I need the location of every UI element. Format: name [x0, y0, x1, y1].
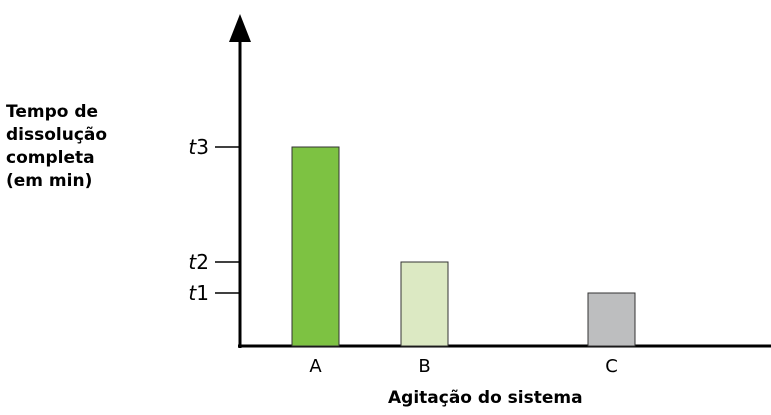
y-tick-label-t1: t1: [188, 281, 209, 305]
y-tick-label-t2: t2: [188, 250, 209, 274]
bar-C: [587, 292, 636, 347]
x-tick-label-A: A: [309, 356, 322, 377]
x-tick-label-B: B: [418, 356, 430, 377]
x-axis-title: Agitação do sistema: [388, 388, 583, 408]
bar-A: [291, 146, 340, 347]
bar-B: [400, 261, 449, 347]
y-axis-arrowhead: [229, 14, 251, 42]
y-axis-title-line-3: completa: [6, 148, 95, 168]
y-axis-title: Tempo de dissolução completa (em min): [6, 101, 166, 193]
y-axis-title-line-1: Tempo de: [6, 102, 99, 122]
y-axis-title-line-2: dissolução: [6, 125, 108, 145]
x-tick-label-C: C: [605, 356, 618, 377]
y-axis-title-line-4: (em min): [6, 171, 93, 191]
y-tick-label-t3: t3: [188, 135, 209, 159]
